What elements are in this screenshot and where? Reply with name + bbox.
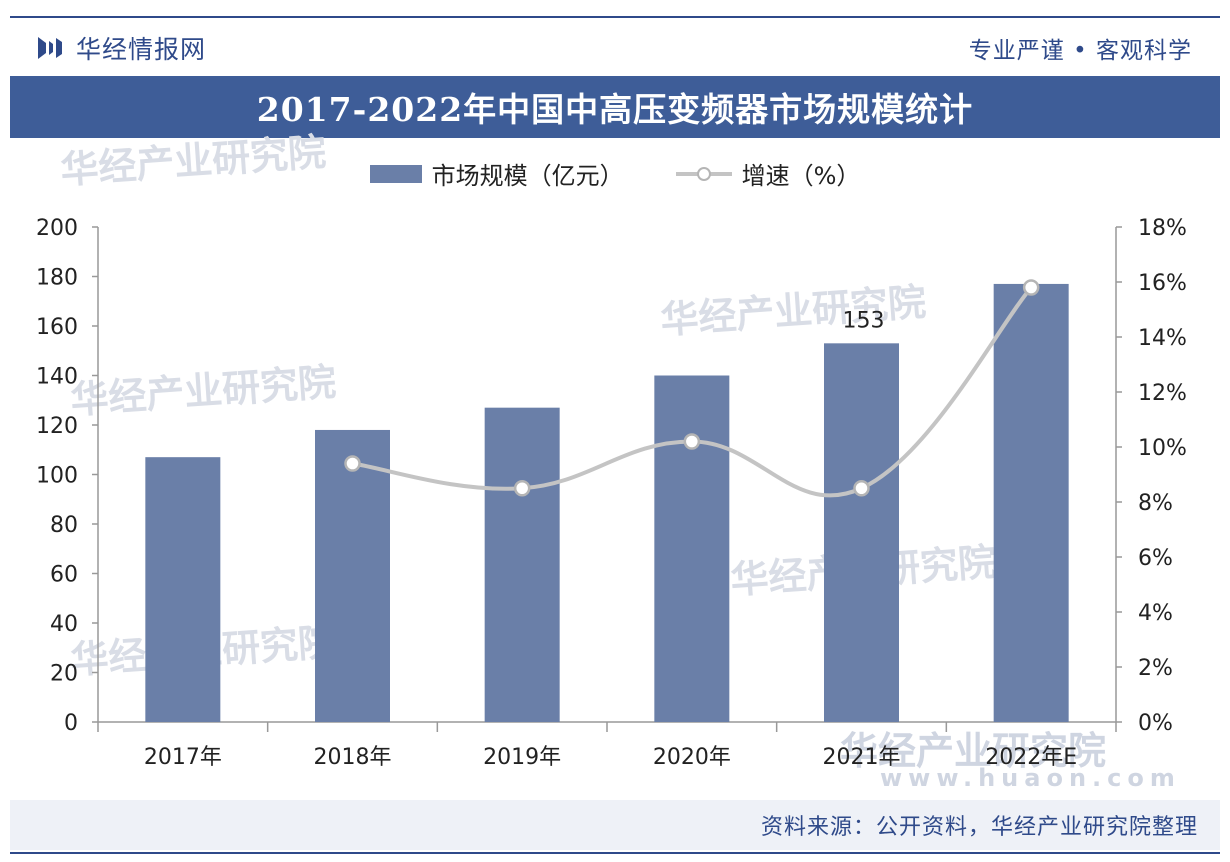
brand: 华经情报网 xyxy=(10,30,206,66)
legend-bar-label: 市场规模（亿元） xyxy=(431,162,624,190)
y-right-tick-label: 8% xyxy=(1138,491,1173,516)
growth-line-path xyxy=(352,286,1033,498)
bar xyxy=(654,375,730,722)
y-left-tick-label: 60 xyxy=(50,563,78,588)
y-left-tick-label: 100 xyxy=(36,464,78,489)
x-tick-label: 2020年 xyxy=(653,745,731,770)
x-tick-label: 2017年 xyxy=(144,745,222,770)
legend: 市场规模（亿元） 增速（%） xyxy=(0,156,1230,191)
source-note: 资料来源：公开资料，华经产业研究院整理 xyxy=(760,815,1198,840)
y-right-tick-label: 18% xyxy=(1138,216,1187,241)
y-left-tick-label: 0 xyxy=(64,711,78,736)
y-right-tick-label: 4% xyxy=(1138,601,1173,626)
brand-logo-icon xyxy=(38,37,62,59)
legend-item-line: 增速（%） xyxy=(675,156,861,191)
y-right-tick-label: 16% xyxy=(1138,271,1187,296)
legend-line-swatch xyxy=(675,166,732,181)
x-tick-label: 2022年E xyxy=(985,745,1077,770)
growth-point xyxy=(683,433,701,450)
x-tick-label: 2018年 xyxy=(314,745,392,770)
labels: 153 xyxy=(843,308,885,333)
axes: 0 20 40 60 80 100 120 140 160 180 200 0% 2% 4% 6% 8% 10%… xyxy=(36,216,1187,770)
y-left-tick-label: 40 xyxy=(50,612,78,637)
top-rule xyxy=(10,16,1220,18)
title-bar: 2017-2022年中国中高压变频器市场规模统计 xyxy=(10,76,1220,138)
y-right-tick-label: 10% xyxy=(1138,436,1187,461)
y-right-tick-label: 2% xyxy=(1138,656,1173,681)
y-left-tick-label: 80 xyxy=(50,513,78,538)
bar xyxy=(315,429,390,722)
bar xyxy=(145,457,221,722)
y-left-tick-label: 120 xyxy=(36,414,78,439)
bar xyxy=(484,407,560,722)
y-right-tick-label: 6% xyxy=(1138,546,1173,571)
growth-point xyxy=(513,480,531,497)
growth-point xyxy=(1022,279,1040,296)
slogan: 专业严谨 • 客观科学 xyxy=(968,38,1192,64)
y-left-tick-label: 160 xyxy=(36,315,78,340)
growth-point xyxy=(853,480,870,497)
bar-data-label: 153 xyxy=(843,308,885,333)
y-left-tick-label: 180 xyxy=(36,266,78,291)
x-tick-label: 2021年 xyxy=(823,745,901,770)
y-left-tick-label: 20 xyxy=(50,662,78,687)
legend-line-label: 增速（%） xyxy=(741,162,861,190)
bottom-rule xyxy=(10,852,1220,854)
chart-title: 2017-2022年中国中高压变频器市场规模统计 xyxy=(256,90,974,129)
brand-name: 华经情报网 xyxy=(76,35,207,64)
x-tick-label: 2019年 xyxy=(483,745,561,770)
legend-bar-swatch xyxy=(369,164,422,183)
growth-point xyxy=(344,455,361,472)
growth-line xyxy=(344,279,1040,498)
y-right-tick-label: 0% xyxy=(1138,711,1173,736)
bars xyxy=(145,283,1069,722)
y-left-tick-label: 140 xyxy=(36,365,78,390)
y-left-tick-label: 200 xyxy=(36,216,78,241)
y-right-tick-label: 14% xyxy=(1138,326,1187,351)
bar xyxy=(993,283,1069,722)
header: 华经情报网 专业严谨 • 客观科学 xyxy=(10,22,1220,74)
bar xyxy=(824,343,899,722)
legend-item-bar: 市场规模（亿元） xyxy=(369,156,624,191)
footer-bar: 资料来源：公开资料，华经产业研究院整理 xyxy=(10,800,1220,850)
y-right-tick-label: 12% xyxy=(1138,381,1187,406)
